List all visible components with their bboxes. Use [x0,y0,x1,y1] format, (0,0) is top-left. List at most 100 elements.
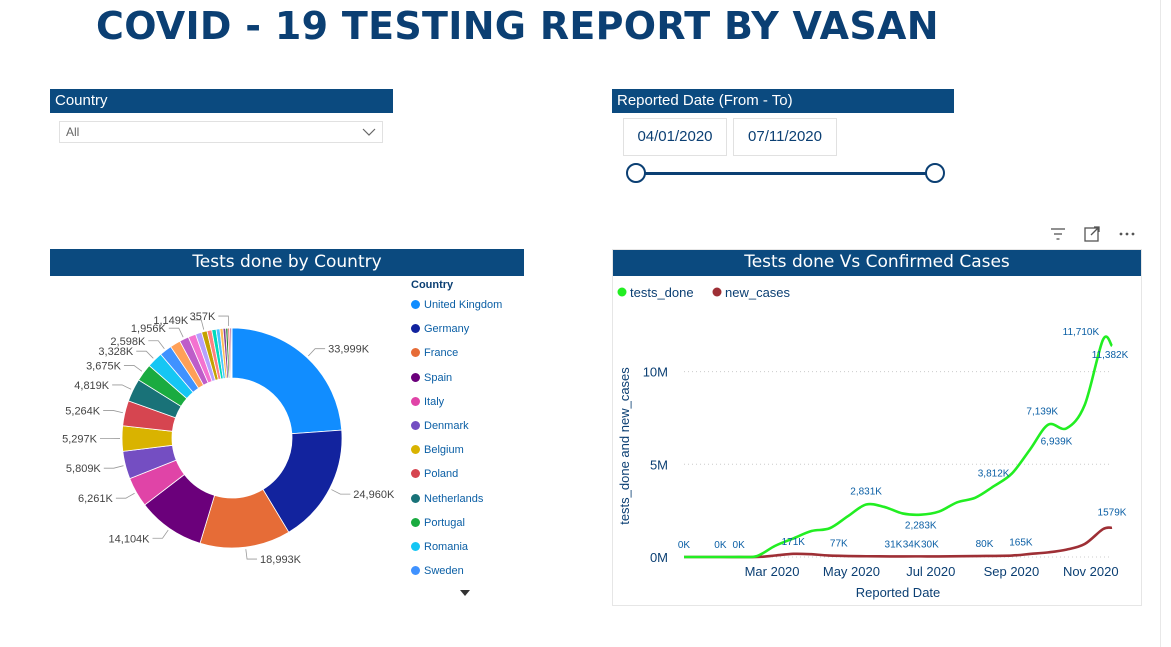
legend-marker [712,287,722,297]
donut-leader-line [103,465,124,469]
data-label: 7,139K [1026,407,1058,418]
legend-marker [411,348,420,358]
more-options-icon[interactable] [1117,224,1137,244]
series-line-tests_done[interactable] [684,335,1114,559]
donut-chart[interactable]: 33,999K 24,960K 18,993K 14,104K 6,261K 5,809K… [50,280,410,580]
donut-data-label: 24,960K [353,489,395,501]
data-label: 11,382K [1092,350,1129,361]
series-line-new_cases[interactable] [684,526,1113,559]
legend-item[interactable]: United Kingdom [411,298,502,312]
legend-marker [411,493,420,503]
legend-item[interactable]: Portugal [411,516,465,530]
legend-item[interactable]: Belgium [411,443,464,457]
data-label: 77K [830,539,848,550]
legend-label: Italy [424,395,445,408]
donut-data-label: 5,297K [62,434,98,446]
data-label: 31K [885,539,903,550]
data-label: 6,939K [1041,436,1073,447]
donut-leader-line [112,384,132,390]
y-tick-label: 0M [650,550,668,565]
donut-data-label: 6,261K [78,493,114,505]
date-range-start-handle[interactable] [626,163,646,183]
data-label: 165K [1009,538,1033,549]
legend-label: Poland [424,468,459,481]
data-label: 0K [678,540,691,551]
donut-slice[interactable] [231,327,343,435]
legend-label: Sweden [424,565,464,578]
donut-leader-line [308,348,326,357]
y-tick-label: 10M [643,365,668,380]
data-label: 80K [976,539,994,550]
data-label: 2,831K [850,487,882,498]
date-slicer-header: Reported Date (From - To) [612,89,954,113]
x-tick-label: Sep 2020 [984,564,1040,579]
donut-leader-line [123,365,143,372]
line-chart-title: Tests done Vs Confirmed Cases [612,249,1142,276]
donut-leader-line [245,549,258,560]
legend-item[interactable]: Italy [411,395,444,409]
legend-marker [411,324,420,334]
donut-data-label: 18,993K [260,554,302,566]
legend-item[interactable]: Poland [411,467,458,481]
donut-data-label: 3,675K [86,360,122,372]
legend-label: United Kingdom [424,299,503,311]
date-to-input[interactable]: 07/11/2020 [733,118,837,156]
data-label: 0K [714,540,727,551]
data-label: 30K [921,539,939,550]
line-chart[interactable]: 0M 5M 10M Mar 2020 May 2020 Jul 2020 Sep 2020 N… [612,276,1142,606]
line-chart-frame [612,249,1142,606]
data-label: 34K [903,539,921,550]
legend-marker [411,517,420,527]
focus-mode-icon[interactable] [1082,224,1102,244]
country-slicer-header: Country [50,89,393,113]
donut-leader-line [191,319,205,330]
data-label: 171K [782,537,806,548]
donut-data-label: 3,328K [98,346,134,358]
legend-item[interactable]: France [411,346,458,360]
legend-marker [411,445,420,455]
legend-label[interactable]: new_cases [725,285,791,300]
legend-marker [617,287,627,297]
legend-item[interactable]: Romania [411,540,468,554]
donut-leader-line [136,350,154,359]
legend-marker [411,300,420,309]
donut-data-label: 5,264K [65,405,101,417]
legend-item[interactable]: Spain [411,371,452,385]
legend-label[interactable]: tests_done [630,285,694,300]
x-tick-label: Mar 2020 [745,564,800,579]
legend-marker [411,566,420,576]
filter-icon[interactable] [1048,224,1068,244]
donut-chart-title: Tests done by Country [50,249,524,276]
donut-leader-line [152,529,169,539]
date-range-end-handle[interactable] [925,163,945,183]
legend-label: Belgium [424,444,464,457]
donut-leader-line [168,327,184,338]
legend-label: Romania [424,541,469,553]
data-label: 2,283K [905,521,937,532]
legend-label: Denmark [424,420,469,432]
date-from-input[interactable]: 04/01/2020 [623,118,727,156]
legend-marker [411,396,420,406]
country-dropdown[interactable]: All [59,121,383,143]
donut-data-label: 4,819K [74,380,110,392]
x-tick-label: May 2020 [823,564,880,579]
data-label: 11,710K [1063,327,1100,338]
donut-leader-line [115,492,135,499]
legend-item[interactable]: Sweden [411,564,464,578]
y-tick-label: 5M [650,457,668,472]
donut-data-label: 1,149K [153,315,189,327]
data-label: 0K [733,540,746,551]
donut-data-label: 357K [190,311,216,323]
date-range-track[interactable] [636,172,936,175]
x-axis-title: Reported Date [856,585,941,600]
data-label: 3,812K [978,468,1010,479]
legend-scroll-down-arrow[interactable] [460,590,470,596]
legend-item[interactable]: Netherlands [411,492,483,506]
report-title: COVID - 19 TESTING REPORT BY VASAN [96,4,939,48]
donut-data-label: 2,598K [110,336,146,348]
legend-item[interactable]: Denmark [411,419,469,433]
data-label: 1579K [1098,508,1127,519]
donut-leader-line [218,315,230,327]
legend-item[interactable]: Germany [411,322,469,336]
donut-slice[interactable] [230,327,233,379]
